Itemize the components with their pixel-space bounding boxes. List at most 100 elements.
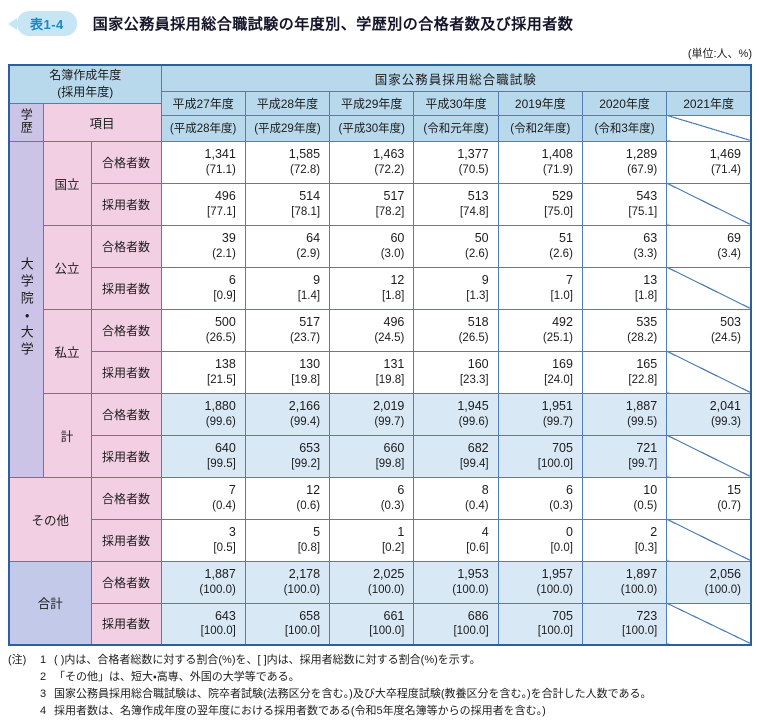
value-percent: [19.8]	[375, 373, 405, 386]
value-count: 1,377	[457, 147, 489, 162]
value-count: 492	[552, 315, 573, 330]
value-count: 660	[383, 441, 405, 456]
rowgroup-subtotal-label: 計	[60, 429, 74, 444]
year-hire-3: (令和元年度)	[413, 114, 499, 142]
rowgroup-national: 国立	[42, 140, 92, 226]
value-percent: [0.8]	[297, 541, 321, 554]
table-row: 計合格者数 1,880 (99.6) 2,166 (99.4) 2,019 (99.7) 1,…	[9, 392, 752, 478]
value-count: 1,341	[204, 147, 236, 162]
table-row: 採用者数 138 [21.5] 130 [19.8] 131 [19.8] 160 [23.3]…	[9, 350, 752, 394]
empty-diagonal-cell	[666, 602, 752, 646]
note-item: 1 ( )内は、合格者総数に対する割合(%)を、[ ]内は、採用者総数に対する割…	[40, 652, 752, 669]
value-percent: (23.7)	[290, 331, 321, 344]
notes-label: (注)	[8, 654, 27, 666]
value-count: 5	[313, 525, 321, 540]
value-percent: (3.4)	[717, 247, 741, 260]
value-cell: 1,887 (99.5)	[581, 392, 668, 436]
value-percent: (26.5)	[205, 331, 236, 344]
value-percent: (0.6)	[296, 499, 321, 512]
value-percent: [99.7]	[628, 457, 658, 470]
year-hire-2: (平成30年度)	[329, 114, 415, 142]
value-count: 2,025	[373, 567, 405, 582]
table-row: 公立 合格者数 39 (2.1) 64 (2.9) 60 (3.0) 50 (2.6) 51 (2.6…	[9, 224, 752, 310]
value-percent: [0.2]	[381, 541, 405, 554]
corner-header: 名簿作成年度 (採用年度)	[8, 64, 162, 104]
corner-line1: 名簿作成年度	[49, 67, 122, 82]
value-cell: 686 [100.0]	[413, 602, 499, 646]
value-percent: [23.3]	[459, 373, 489, 386]
value-cell: 3 [0.5]	[160, 518, 246, 562]
value-percent: (100.0)	[283, 583, 321, 596]
year-header-0: 平成27年度	[160, 90, 246, 116]
value-cell: 517 (23.7)	[244, 308, 331, 352]
rowgroup-subtotal: 計	[42, 392, 92, 478]
value-percent: [0.6]	[466, 541, 489, 554]
value-percent: [99.2]	[291, 457, 321, 470]
value-percent: [22.8]	[628, 373, 658, 386]
value-cell: 682 [99.4]	[413, 434, 499, 478]
metric-label: 採用者数	[90, 350, 162, 394]
value-count: 514	[299, 189, 321, 204]
metric-label: 合格者数	[90, 476, 162, 520]
note-number: 4	[40, 705, 47, 718]
value-percent: [1.8]	[634, 289, 658, 302]
value-cell: 1,880 (99.6)	[160, 392, 246, 436]
metric-label: 合格者数	[90, 140, 162, 184]
year-header-4: 2019年度	[497, 90, 583, 116]
year-header-5: 2020年度	[581, 90, 668, 116]
value-count: 661	[383, 609, 405, 624]
value-percent: [99.5]	[207, 457, 236, 470]
value-percent: [74.8]	[459, 205, 489, 218]
value-cell: 4 [0.6]	[413, 518, 499, 562]
value-cell: 10 (0.5)	[581, 476, 668, 520]
gakureki-label: 学歴	[19, 107, 34, 134]
value-cell: 640 [99.5]	[160, 434, 246, 478]
value-percent: (71.1)	[205, 163, 236, 176]
value-cell: 50 (2.6)	[413, 224, 499, 268]
value-count: 51	[559, 231, 573, 246]
table-row: 私立 合格者数 500 (26.5) 517 (23.7) 496 (24.5) 518 (26.…	[9, 308, 752, 394]
table-row: 採用者数 643 [100.0] 658 [100.0] 661 [100.0] 686 [10…	[9, 602, 752, 646]
title-row: 表1-4 国家公務員採用総合職試験の年度別、学歴別の合格者数及び採用者数	[8, 11, 752, 36]
value-percent: (99.3)	[710, 415, 741, 428]
value-cell: 6 (0.3)	[329, 476, 415, 520]
value-cell: 661 [100.0]	[329, 602, 415, 646]
value-count: 1,408	[541, 147, 573, 162]
value-percent: (70.5)	[458, 163, 489, 176]
value-count: 1,289	[625, 147, 658, 162]
value-cell: 69 (3.4)	[666, 224, 752, 268]
value-percent: (0.7)	[717, 499, 741, 512]
value-count: 517	[383, 189, 405, 204]
year-hire-5: (令和3年度)	[581, 114, 668, 142]
value-count: 1,887	[625, 399, 658, 414]
value-percent: (100.0)	[704, 583, 741, 596]
table-number-badge: 表1-4	[17, 11, 77, 36]
value-cell: 1,289 (67.9)	[581, 140, 668, 184]
value-count: 705	[552, 609, 573, 624]
value-cell: 514 [78.1]	[244, 182, 331, 226]
value-cell: 1 [0.2]	[329, 518, 415, 562]
value-count: 6	[565, 483, 573, 498]
value-count: 7	[228, 483, 236, 498]
table-head: 名簿作成年度 (採用年度) 国家公務員採用総合職試験 平成27年度 平成28年度…	[8, 64, 752, 142]
value-cell: 705 [100.0]	[497, 434, 583, 478]
value-count: 529	[552, 189, 573, 204]
value-count: 643	[214, 609, 236, 624]
value-percent: (26.5)	[458, 331, 489, 344]
value-percent: (0.3)	[380, 499, 405, 512]
value-count: 9	[481, 273, 489, 288]
value-count: 653	[299, 441, 321, 456]
value-cell: 503 (24.5)	[666, 308, 752, 352]
value-count: 39	[221, 231, 236, 246]
value-count: 1,887	[204, 567, 236, 582]
value-percent: (2.6)	[549, 247, 573, 260]
value-count: 640	[214, 441, 236, 456]
value-count: 169	[552, 357, 573, 372]
value-cell: 2,178 (100.0)	[244, 560, 331, 604]
value-count: 7	[565, 273, 573, 288]
value-percent: (72.2)	[374, 163, 405, 176]
value-cell: 1,887 (100.0)	[160, 560, 246, 604]
table-row: 採用者数 496 [77.1] 514 [78.1] 517 [78.2] 513 [74.8]…	[9, 182, 752, 226]
value-percent: [78.1]	[291, 205, 321, 218]
